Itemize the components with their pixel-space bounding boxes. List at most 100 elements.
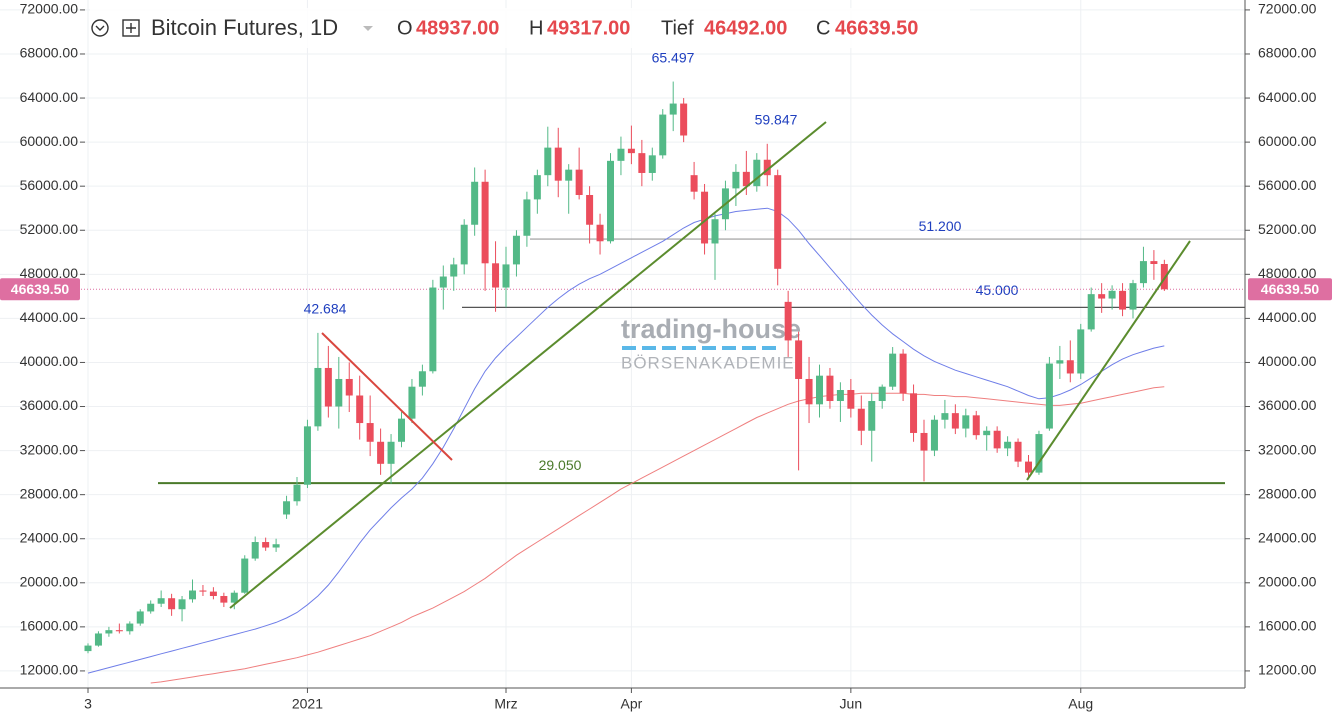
price-tag-label: 46639.50 bbox=[11, 281, 70, 297]
candle-body bbox=[366, 423, 374, 442]
candle-body bbox=[732, 171, 740, 189]
y-tick-label: 36000.00 bbox=[1258, 397, 1317, 413]
x-tick-label: 3 bbox=[84, 696, 92, 712]
ohlc-key: Tief bbox=[661, 17, 694, 39]
y-tick-label: 60000.00 bbox=[20, 133, 79, 149]
candle-body bbox=[617, 148, 625, 161]
level-label: 29.050 bbox=[539, 457, 582, 473]
peak-label: 59.847 bbox=[755, 112, 798, 128]
moving-average bbox=[87, 207, 1165, 674]
candle-body bbox=[784, 301, 792, 341]
candle-body bbox=[638, 153, 646, 173]
candle-body bbox=[189, 590, 196, 600]
watermark: trading-house BÖRSENAKADEMIE bbox=[621, 314, 801, 372]
candle-body bbox=[826, 375, 834, 402]
candle-body bbox=[502, 264, 510, 288]
price-tag bbox=[0, 278, 80, 301]
candle-body bbox=[293, 484, 301, 502]
y-tick-label: 20000.00 bbox=[20, 573, 79, 589]
y-tick-label: 68000.00 bbox=[1258, 45, 1317, 61]
peak-label: 42.684 bbox=[304, 301, 347, 317]
candle-body bbox=[565, 169, 573, 181]
y-tick-label: 44000.00 bbox=[1258, 309, 1317, 325]
x-tick-label: 2021 bbox=[292, 696, 323, 712]
candle-body bbox=[126, 623, 134, 632]
y-tick-label: 72000.00 bbox=[20, 1, 79, 17]
y-tick-label: 48000.00 bbox=[20, 265, 79, 281]
x-tick-label: Mrz bbox=[494, 696, 517, 712]
candle-body bbox=[136, 611, 144, 624]
collapse-button[interactable] bbox=[91, 19, 109, 37]
ohlc-key: O bbox=[397, 17, 413, 39]
candle-body bbox=[920, 432, 928, 451]
grid bbox=[0, 0, 1245, 688]
candle-body bbox=[408, 386, 416, 419]
candle-body bbox=[512, 235, 520, 265]
symbol-menu[interactable] bbox=[363, 26, 373, 31]
trend-line bbox=[229, 121, 827, 609]
candle-body bbox=[1045, 363, 1053, 429]
candle-body bbox=[1025, 461, 1032, 473]
candle-body bbox=[659, 114, 667, 156]
y-tick-label: 28000.00 bbox=[20, 485, 79, 501]
candle-body bbox=[648, 155, 656, 173]
candle-body bbox=[1014, 441, 1022, 462]
candle-body bbox=[763, 159, 771, 176]
candle-body bbox=[1139, 261, 1147, 284]
candle-body bbox=[1160, 263, 1168, 290]
collapse-icon bbox=[95, 25, 105, 31]
y-tick-label: 16000.00 bbox=[20, 618, 79, 634]
symbol-title: Bitcoin Futures, 1D bbox=[151, 15, 338, 40]
candle-body bbox=[993, 430, 1001, 449]
candle-body bbox=[742, 171, 750, 187]
compare-button[interactable] bbox=[122, 19, 140, 37]
candle-body bbox=[836, 389, 844, 402]
candle-body bbox=[356, 395, 364, 424]
candle-body bbox=[147, 603, 155, 612]
candle-body bbox=[283, 501, 291, 515]
ohlc-value: 48937.00 bbox=[416, 17, 499, 39]
candle-body bbox=[324, 367, 332, 407]
candle-body bbox=[972, 415, 980, 436]
ohlc-key: C bbox=[816, 17, 830, 39]
candle-body bbox=[941, 413, 949, 420]
ohlc-value: 46639.50 bbox=[835, 17, 918, 39]
candle-body bbox=[868, 401, 876, 431]
candle-body bbox=[398, 418, 405, 442]
candle-body bbox=[1077, 329, 1085, 374]
candle-body bbox=[857, 408, 865, 431]
candle-body bbox=[1108, 290, 1116, 299]
candle-body bbox=[115, 630, 123, 632]
candles bbox=[84, 81, 1168, 654]
candle-body bbox=[680, 103, 688, 136]
moving-averages bbox=[87, 207, 1165, 684]
candle-body bbox=[262, 542, 270, 548]
y-tick-label: 24000.00 bbox=[1258, 529, 1317, 545]
candle-body bbox=[1129, 283, 1137, 310]
ohlc-value: 49317.00 bbox=[547, 17, 630, 39]
candle-body bbox=[429, 287, 437, 372]
candle-body bbox=[387, 441, 395, 464]
candle-body bbox=[669, 103, 677, 115]
y-tick-label: 52000.00 bbox=[20, 221, 79, 237]
candle-body bbox=[795, 340, 803, 379]
level-label: 45.000 bbox=[976, 282, 1019, 298]
ohlc-value: 46492.00 bbox=[704, 17, 787, 39]
y-tick-label: 20000.00 bbox=[1258, 573, 1317, 589]
candle-body bbox=[523, 199, 531, 236]
y-tick-label: 12000.00 bbox=[1258, 662, 1317, 678]
candle-body bbox=[816, 375, 823, 405]
header: Bitcoin Futures, 1D bbox=[90, 8, 970, 48]
y-tick-label: 16000.00 bbox=[1258, 618, 1317, 634]
candle-body bbox=[596, 224, 604, 242]
candle-body bbox=[84, 645, 92, 652]
candle-body bbox=[586, 194, 594, 225]
y-tick-label: 12000.00 bbox=[20, 662, 79, 678]
candle-body bbox=[533, 175, 541, 200]
candle-body bbox=[899, 353, 907, 394]
candle-body bbox=[930, 419, 938, 451]
candle-body bbox=[199, 590, 207, 592]
candle-body bbox=[889, 353, 897, 387]
